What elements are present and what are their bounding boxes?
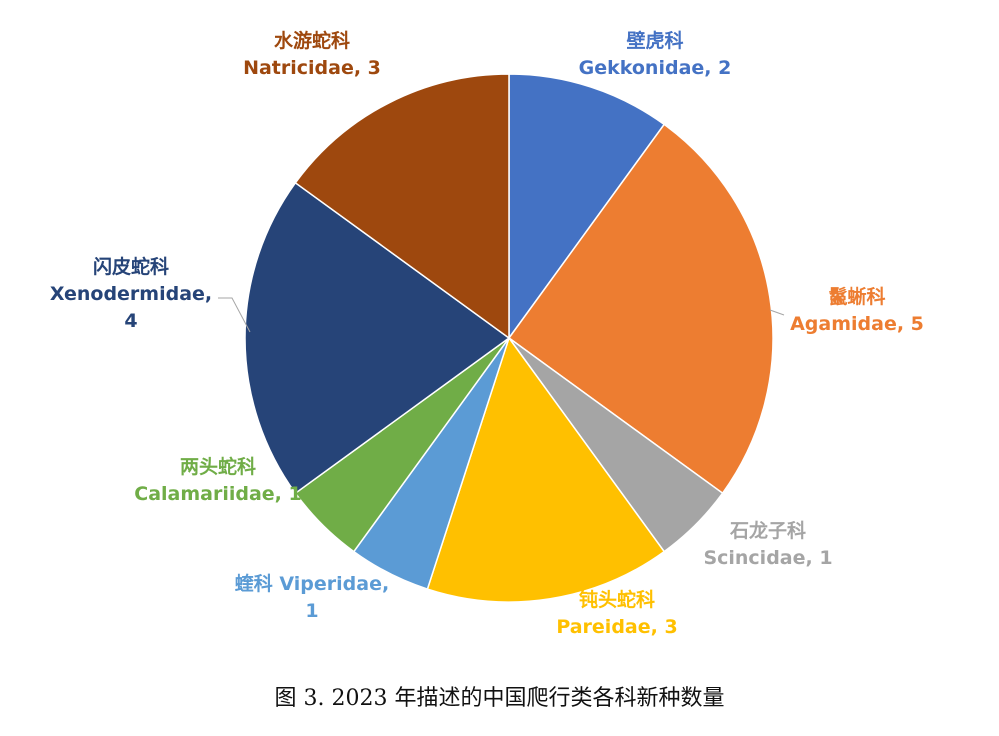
slice-label-cn-7: 闪皮蛇科 (93, 255, 169, 278)
slice-label-en-2: Agamidae, 5 (790, 313, 924, 335)
slice-label-value-7: 4 (124, 310, 137, 332)
slice-label-cn-5: 蝰科 Viperidae, (235, 572, 389, 595)
slice-label-en-1: Gekkonidae, 2 (579, 57, 732, 79)
slice-label-en-4: Pareidae, 3 (556, 616, 677, 638)
slice-label-en-3: Scincidae, 1 (703, 547, 832, 569)
leader-line-agamidae (769, 309, 785, 316)
pie-slices (244, 73, 774, 603)
pie-slice-8 (294, 73, 510, 340)
leader-lines (218, 297, 785, 333)
slice-label-cn-8: 水游蛇科 (274, 29, 350, 52)
leader-line-xenodermidae (218, 297, 251, 333)
pie-slice-7 (244, 181, 511, 495)
slice-label-en-7: Xenodermidae, (50, 283, 212, 305)
slice-label-cn-1: 壁虎科 (626, 29, 683, 52)
figure-caption: 图 3. 2023 年描述的中国爬行类各科新种数量 (274, 686, 725, 711)
pie-slice-4 (426, 336, 666, 603)
slice-label-en-6: Calamariidae, 1 (134, 483, 301, 505)
slice-label-en-5: 1 (305, 600, 318, 622)
slice-label-cn-4: 钝头蛇科 (579, 588, 655, 611)
slice-labels: 壁虎科 Gekkonidae, 2 鬣蜥科 Agamidae, 5 石龙子科 Scinci… (50, 29, 924, 638)
slice-label-cn-3: 石龙子科 (729, 519, 806, 542)
slice-label-cn-2: 鬣蜥科 (828, 285, 885, 308)
slice-label-cn-6: 两头蛇科 (180, 455, 256, 478)
pie-slice-2 (507, 123, 774, 495)
slice-label-en-8: Natricidae, 3 (243, 57, 381, 79)
pie-slice-1 (508, 73, 666, 341)
